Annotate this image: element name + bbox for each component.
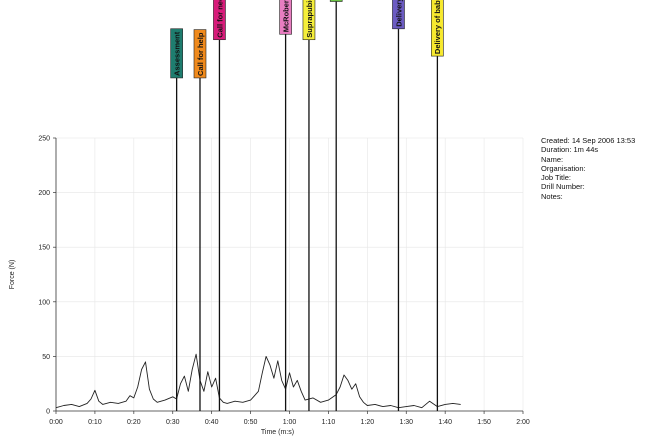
- x-tick-label: 0:20: [127, 419, 141, 426]
- name-field: Name:: [541, 154, 564, 164]
- x-tick-label: 1:30: [399, 419, 413, 426]
- event-label-box: [279, 0, 292, 35]
- x-tick-label: 1:50: [477, 419, 491, 426]
- event-label-box: [431, 0, 444, 57]
- event-label-box: [213, 0, 226, 41]
- x-tick-label: 2:00: [516, 419, 530, 426]
- event-label-box: [329, 0, 343, 2]
- organisation-field: Organisation:: [541, 163, 586, 173]
- event-label: Assessment: [172, 31, 181, 76]
- event-label: Call for neonatologist: [215, 0, 224, 38]
- y-tick-label: 100: [38, 299, 50, 306]
- created-text: Created: 14 Sep 2006 13:53: [541, 136, 636, 145]
- force-series-line: [55, 353, 461, 409]
- y-tick-label: 150: [38, 245, 50, 252]
- event-label-box: [170, 28, 183, 79]
- x-tick-label: 0:50: [244, 419, 258, 426]
- drill-number-field: Drill Number:: [541, 182, 585, 192]
- event-marker: Call for help: [193, 29, 207, 411]
- notes-field: Notes:: [541, 191, 563, 201]
- event-marker: Suprapubic pressure: [302, 0, 316, 411]
- x-tick-label: 0:10: [88, 419, 102, 426]
- event-marker: Delivery of baby: [431, 0, 444, 411]
- event-marker: Internal rotational manoeuvre: [329, 0, 343, 411]
- duration-text: Duration: 1m 44s: [541, 145, 599, 155]
- x-tick-label: 0:00: [49, 419, 63, 426]
- axes: 0:00 0:10 0:20 0:30 0:40 0:50 1:00 1:10 1:20 1:30…: [38, 136, 530, 427]
- series-group: [55, 353, 461, 409]
- event-label-box: [193, 29, 207, 79]
- event-label: Delivery of baby: [433, 0, 442, 54]
- y-tick-label: 0: [46, 409, 50, 416]
- x-tick-label: 1:40: [438, 419, 452, 426]
- grid-lines: [56, 137, 524, 411]
- session-info-panel: Created: 14 Sep 2006 13:53 Duration: 1m …: [541, 136, 635, 201]
- y-tick-label: 250: [38, 136, 50, 143]
- x-tick-label: 1:00: [283, 419, 297, 426]
- event-marker: Assessment: [170, 28, 183, 411]
- event-marker: Delivery of posterior arm: [392, 0, 405, 411]
- y-axis-title: Force (N): [9, 260, 16, 290]
- x-axis-title: Time (m:s): [261, 429, 294, 436]
- x-tick-label: 0:30: [166, 419, 180, 426]
- event-label: Delivery of posterior arm: [394, 0, 403, 27]
- event-label: McRoberts' manoeuvre: [281, 0, 290, 32]
- y-tick-label: 200: [38, 190, 50, 197]
- event-label: Suprapubic pressure: [305, 0, 314, 38]
- job-title-field: Job Title:: [541, 173, 572, 183]
- event-label: Call for help: [196, 32, 205, 76]
- event-label-box: [392, 0, 405, 30]
- event-marker: Call for neonatologist: [213, 0, 226, 411]
- x-tick-label: 1:10: [322, 419, 336, 426]
- event-label-box: [302, 0, 316, 41]
- event-markers: Assessment Call for help Call for neonatol…: [170, 0, 444, 411]
- y-tick-label: 50: [42, 354, 50, 361]
- event-marker: McRoberts' manoeuvre: [279, 0, 292, 411]
- x-tick-label: 1:20: [361, 419, 375, 426]
- x-tick-label: 0:40: [205, 419, 219, 426]
